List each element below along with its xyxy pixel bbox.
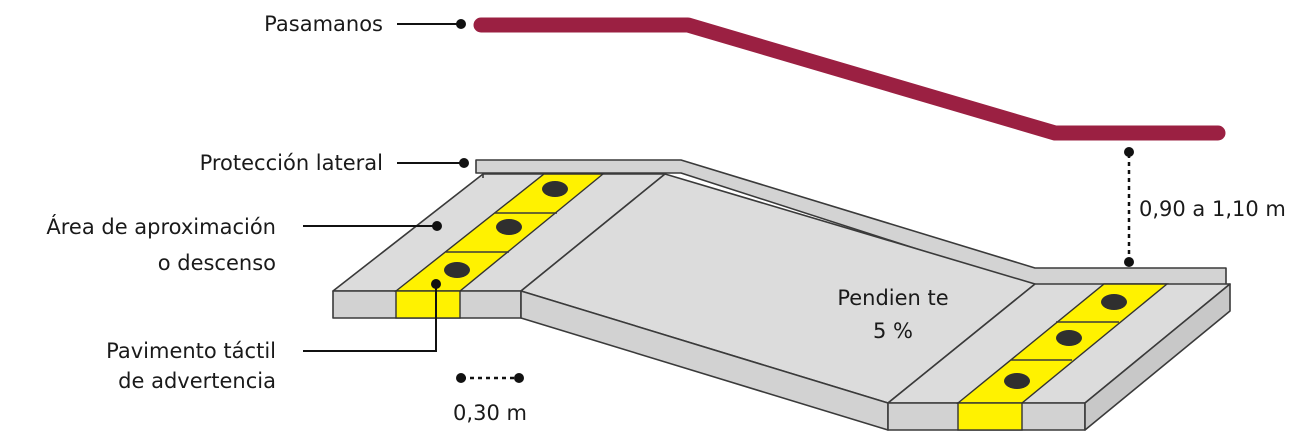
lower-landing-side xyxy=(1084,283,1231,431)
tactile-bump xyxy=(542,181,568,197)
label-handrail: Pasamanos xyxy=(264,12,383,36)
label-slope-line2: 5 % xyxy=(873,319,913,343)
tactile-bump xyxy=(496,219,522,235)
tactile-strip-upper xyxy=(393,173,605,319)
label-side-protection: Protección lateral xyxy=(200,151,383,175)
handrail-bar xyxy=(473,17,1226,141)
tactile-strip-lower xyxy=(956,283,1169,431)
dimension-handrail-height xyxy=(1124,147,1134,267)
label-approach-area-line2: o descenso xyxy=(158,251,276,275)
label-approach-area-line1: Área de aproximación xyxy=(46,214,276,239)
leader-tactile-paving xyxy=(303,279,441,352)
label-slope-line1: Pendien te xyxy=(837,286,948,310)
leader-handrail xyxy=(397,19,466,29)
tactile-bump xyxy=(444,262,470,278)
leader-approach-area xyxy=(303,221,442,231)
label-tactile-paving-line1: Pavimento táctil xyxy=(106,339,276,363)
tactile-bump xyxy=(1101,294,1127,310)
label-tactile-width: 0,30 m xyxy=(453,401,527,425)
leader-side-protection xyxy=(397,158,469,168)
label-tactile-paving-line2: de advertencia xyxy=(118,369,276,393)
dimension-tactile-width xyxy=(456,373,524,383)
label-handrail-height: 0,90 a 1,10 m xyxy=(1139,197,1286,221)
tactile-bump xyxy=(1004,373,1030,389)
tactile-bump xyxy=(1056,330,1082,346)
